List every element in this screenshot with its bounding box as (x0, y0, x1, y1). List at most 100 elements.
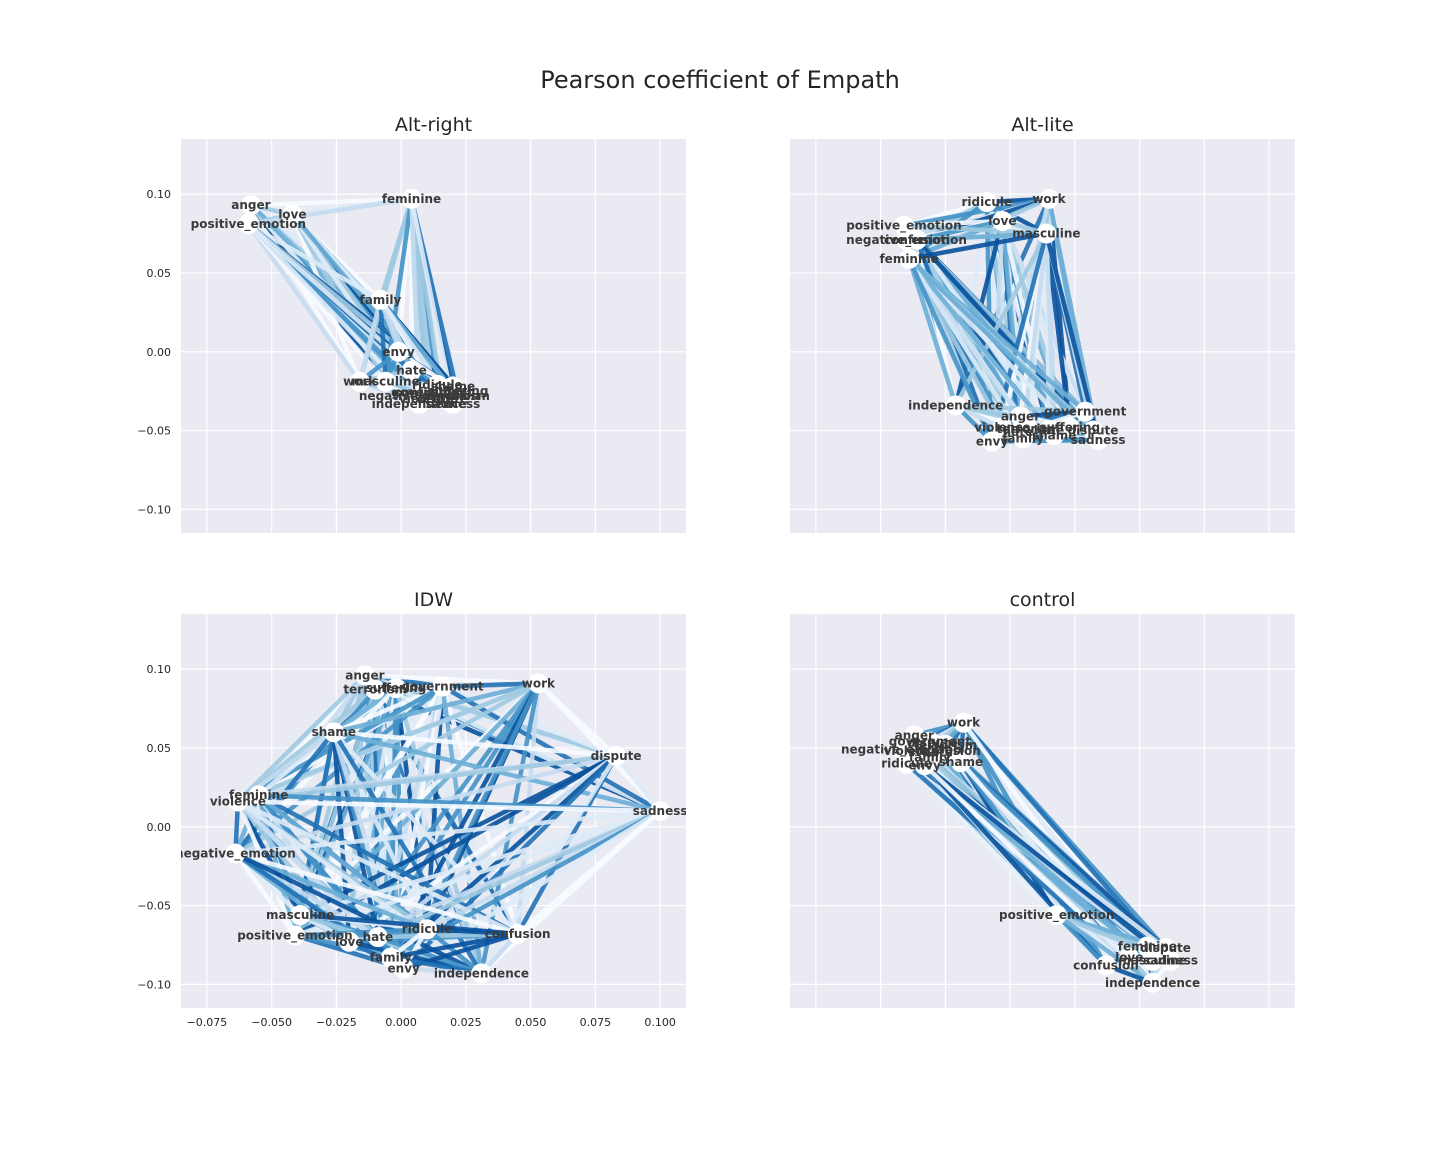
edge (613, 753, 663, 814)
node-label: dispute (907, 736, 958, 750)
node-label: family (370, 951, 412, 965)
node-marker (401, 360, 422, 381)
node-marker (284, 925, 305, 946)
edge (479, 808, 663, 976)
y-tick-label: 0.10 (147, 663, 172, 676)
node-label: government (889, 735, 971, 749)
node-marker (1038, 188, 1059, 209)
y-tick-label: 0.05 (147, 742, 172, 755)
node-label: masculine (351, 375, 419, 389)
node-marker (409, 393, 430, 414)
node-label: love (335, 935, 363, 949)
node-label: hate (396, 364, 427, 378)
edges (233, 673, 663, 976)
node-label: negative_emotion (841, 743, 962, 758)
edge (1000, 218, 1026, 441)
node-label: anger (231, 198, 270, 212)
x-tick-label: −0.050 (251, 1016, 292, 1029)
node-label: positive_emotion (846, 219, 961, 234)
edge (233, 851, 520, 937)
node-label: suffering (366, 681, 427, 695)
x-tick-label: −0.025 (316, 1016, 357, 1029)
node-label: ridicule (881, 757, 932, 771)
node-marker (992, 210, 1013, 231)
node-label: family (1002, 431, 1044, 445)
edge (246, 221, 362, 384)
node-label: ridicule (412, 378, 463, 392)
edge (424, 926, 520, 937)
edge (297, 808, 663, 918)
node-label: positive_emotion (191, 217, 306, 232)
edge (953, 231, 1049, 408)
node-marker (349, 371, 370, 392)
node-marker (442, 393, 463, 414)
node-label: government (1044, 405, 1126, 419)
edge (989, 437, 1101, 444)
edge (233, 808, 663, 856)
node-label: dispute (1140, 941, 1191, 955)
edge (357, 297, 383, 384)
node-label: feminine (1118, 940, 1177, 954)
node-label: anger (1001, 409, 1040, 423)
node-marker (385, 678, 406, 699)
node-label: envy (388, 962, 421, 976)
node-label: dispute (417, 392, 468, 406)
node-label: government (391, 386, 473, 400)
node-label: shame (312, 725, 356, 739)
edge (922, 763, 1173, 963)
panel-title: IDW (414, 589, 453, 611)
node-marker (323, 722, 344, 743)
edge (235, 799, 663, 814)
edge (235, 673, 368, 804)
node-marker (982, 431, 1002, 452)
node-marker (950, 752, 971, 773)
node-label: negative_emotion (846, 233, 967, 248)
node-marker (1160, 950, 1181, 971)
panel-title: Alt-lite (1011, 114, 1073, 136)
node-marker (507, 923, 528, 944)
node-label: terrorism (426, 389, 490, 403)
node-label: terrorism (914, 738, 978, 752)
node-marker (606, 745, 627, 766)
node-label: work (947, 716, 981, 730)
edge (233, 851, 298, 938)
edge (440, 681, 541, 689)
node-label: independence (908, 398, 1003, 412)
node-label: sadness (426, 397, 481, 411)
panel-0: 0.10 0.05 0.00 −0.05 −0.10 Alt-right anger love… (137, 114, 686, 533)
node-marker (1013, 428, 1034, 449)
node-label: negative_emotion (175, 847, 296, 862)
node-label: dispute (591, 749, 642, 763)
node-marker (417, 919, 438, 940)
panel-title: control (1010, 589, 1076, 611)
node-marker (471, 963, 492, 984)
edge (233, 851, 484, 976)
edge (901, 196, 1052, 228)
x-tick-label: 0.000 (385, 1016, 417, 1029)
edge (536, 681, 663, 814)
node-label: sadness (1143, 954, 1198, 968)
panel-title: Alt-right (395, 114, 472, 136)
panel-1: Alt-lite ridicule work love positive_emotion… (790, 114, 1295, 533)
node-label: independence (434, 966, 529, 980)
edge (906, 256, 958, 408)
figure-title: Pearson coefficient of Empath (540, 66, 900, 94)
node-marker (1044, 425, 1065, 446)
x-tick-label: 0.050 (515, 1016, 547, 1029)
node-label: confusion (915, 744, 981, 758)
node-marker (650, 801, 671, 821)
node-marker (904, 725, 925, 746)
node-label: ridicule (402, 922, 453, 936)
x-tick-label: 0.100 (644, 1016, 676, 1029)
panel-3: controlworkangergovernmentdisputeterrori… (790, 589, 1295, 1008)
node-marker (240, 195, 261, 216)
y-tick-label: −0.05 (137, 900, 171, 913)
node-marker (528, 673, 549, 694)
node-marker (339, 931, 360, 952)
node-marker (401, 188, 422, 209)
node-label: confusion (1073, 958, 1139, 972)
node-label: family (909, 750, 951, 764)
